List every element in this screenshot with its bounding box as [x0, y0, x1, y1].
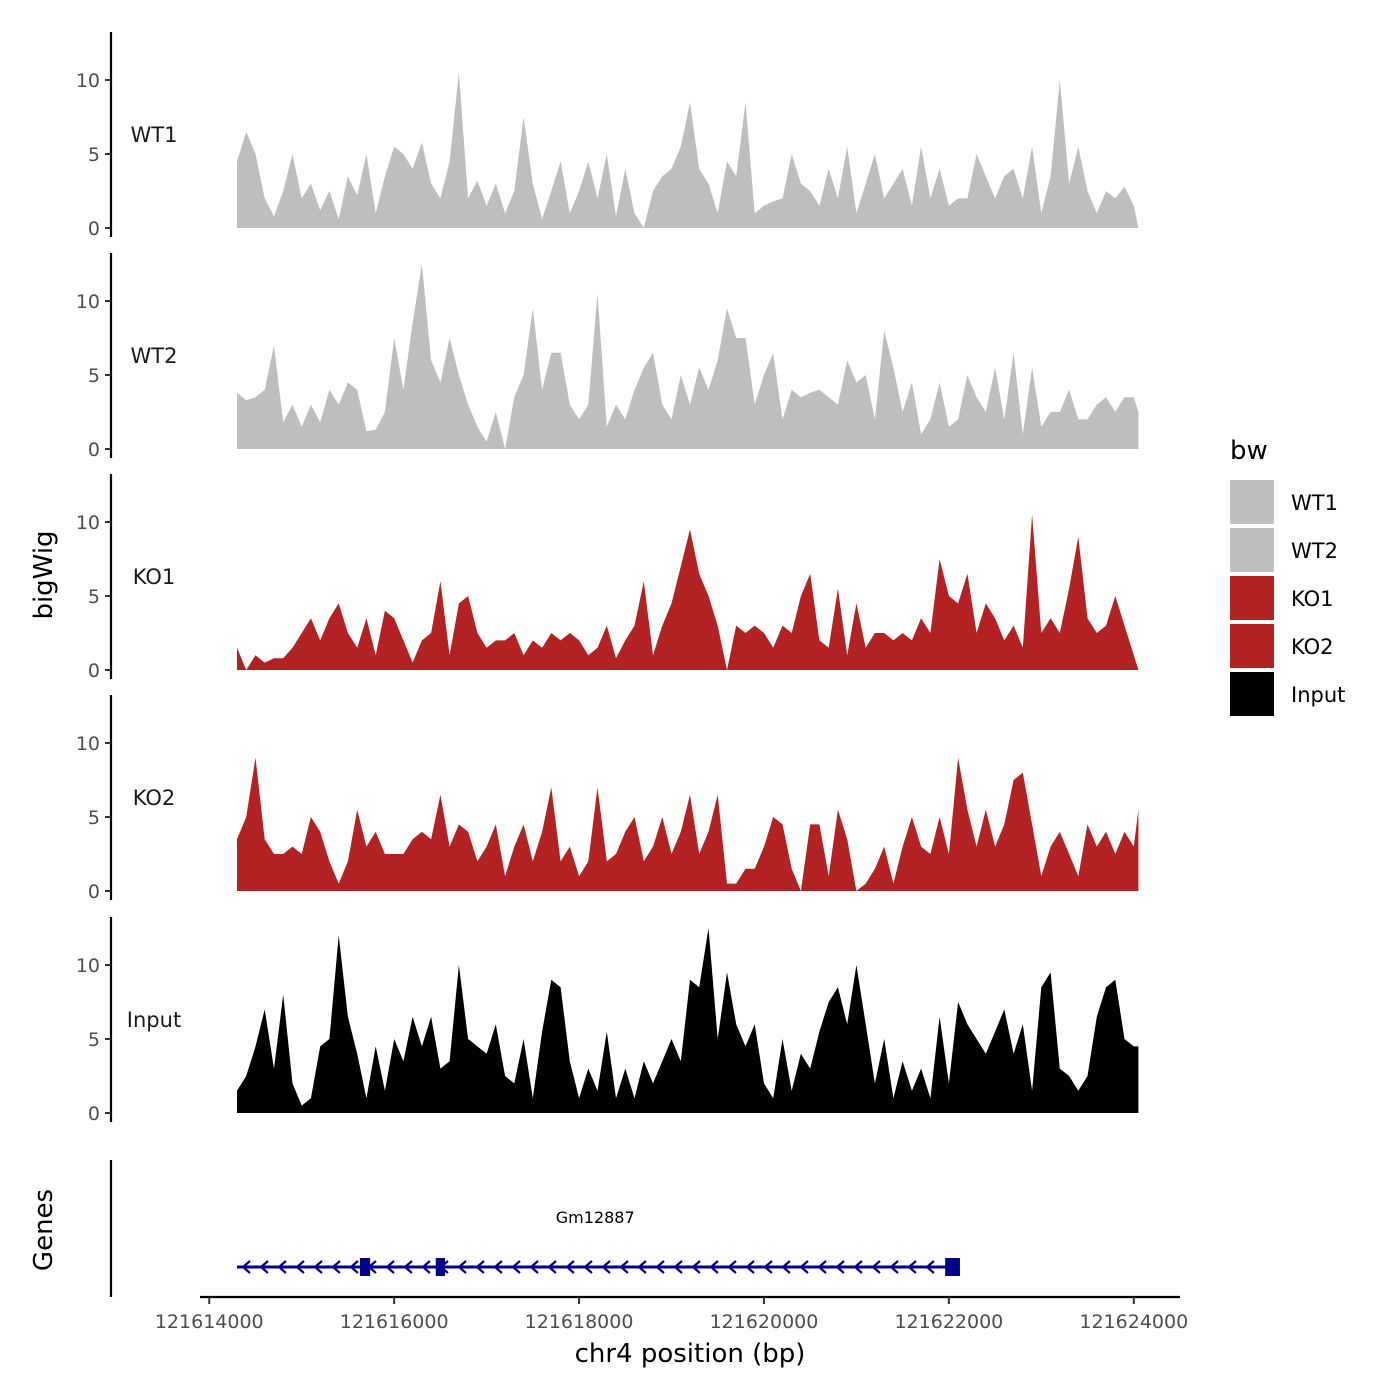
gene-gm12887: Gm12887: [236, 1208, 960, 1276]
y-tick-label: 0: [88, 1103, 100, 1125]
y-tick-label: 0: [88, 218, 100, 240]
strand-arrow: [403, 1260, 413, 1274]
y-tick-label: 10: [76, 955, 100, 977]
track-ko1: 0 5 10 KO1: [76, 474, 1139, 682]
strand-arrow: [763, 1260, 773, 1274]
strand-arrow: [817, 1260, 827, 1274]
x-tick-label: 121616000: [340, 1311, 449, 1333]
legend-key-wt2: [1230, 528, 1274, 572]
genes-track: Genes Gm12887: [29, 1160, 960, 1297]
strand-arrow: [889, 1260, 899, 1274]
exon: [359, 1258, 371, 1276]
strand-arrow: [673, 1260, 683, 1274]
y-tick-label: 10: [76, 70, 100, 92]
strand-arrow: [349, 1260, 359, 1274]
legend-key-wt1: [1230, 480, 1274, 524]
strand-arrow: [619, 1260, 629, 1274]
legend-label-ko2: KO2: [1291, 635, 1334, 659]
strand-arrow: [637, 1260, 647, 1274]
strand-arrow: [691, 1260, 701, 1274]
strand-arrow: [745, 1260, 755, 1274]
y-tick-label: 10: [76, 291, 100, 313]
strand-arrow: [475, 1260, 485, 1274]
strand-arrow: [601, 1260, 611, 1274]
y-tick-label: 5: [88, 1029, 100, 1051]
strand-arrow: [457, 1260, 467, 1274]
y-tick-label: 10: [76, 512, 100, 534]
strand-arrow: [781, 1260, 791, 1274]
exon: [945, 1258, 960, 1276]
y-tick-label: 10: [76, 733, 100, 755]
x-tick-label: 121620000: [710, 1311, 819, 1333]
y-tick-label: 0: [88, 660, 100, 682]
area-wt2: [237, 264, 1139, 449]
track-label: Input: [127, 1008, 181, 1032]
strand-arrow: [907, 1260, 917, 1274]
strand-arrow: [385, 1260, 395, 1274]
track-input: 0 5 10 Input: [76, 917, 1139, 1125]
y-tick-label: 5: [88, 365, 100, 387]
y-tick-label: 5: [88, 144, 100, 166]
x-axis: 121614000 121616000 121618000 121620000 1216…: [155, 1295, 1188, 1333]
track-ko2: 0 5 10 KO2: [76, 695, 1139, 903]
strand-arrow: [799, 1260, 809, 1274]
strand-arrow: [565, 1260, 575, 1274]
strand-arrow: [655, 1260, 665, 1274]
x-axis-title: chr4 position (bp): [575, 1339, 806, 1369]
strand-arrow: [727, 1260, 737, 1274]
gene-label: Gm12887: [556, 1208, 635, 1227]
y-tick-label: 0: [88, 881, 100, 903]
strand-arrow: [511, 1260, 521, 1274]
x-tick-label: 121618000: [525, 1311, 634, 1333]
strand-arrow: [277, 1260, 287, 1274]
track-label: KO1: [133, 565, 176, 589]
strand-arrow: [313, 1260, 323, 1274]
y-tick-label: 5: [88, 807, 100, 829]
area-ko1: [237, 514, 1139, 670]
track-label: WT2: [131, 344, 178, 368]
area-input: [237, 928, 1139, 1113]
strand-arrow: [493, 1260, 503, 1274]
track-wt2: 0 5 10 WT2: [76, 253, 1139, 461]
x-tick-label: 121614000: [155, 1311, 264, 1333]
track-label: KO2: [133, 786, 176, 810]
strand-arrow: [925, 1260, 935, 1274]
legend-key-ko1: [1230, 576, 1274, 620]
x-tick-label: 121622000: [894, 1311, 1003, 1333]
exon: [435, 1258, 445, 1276]
y-tick-label: 5: [88, 586, 100, 608]
tracks-group: 0 5 10 WT1 0 5 10 WT2 0 5 10 KO1 0 5 10 KO2 0 5 10 Input: [76, 32, 1139, 1125]
strand-arrow: [529, 1260, 539, 1274]
strand-arrow: [241, 1260, 251, 1274]
x-tick-label: 121624000: [1079, 1311, 1188, 1333]
strand-arrow: [871, 1260, 881, 1274]
legend-key-ko2: [1230, 624, 1274, 668]
strand-arrow: [835, 1260, 845, 1274]
legend-title: bw: [1230, 436, 1268, 466]
strand-arrow: [583, 1260, 593, 1274]
strand-arrow: [295, 1260, 305, 1274]
strand-arrow: [547, 1260, 557, 1274]
strand-arrow: [259, 1260, 269, 1274]
strand-arrow: [421, 1260, 431, 1274]
y-tick-label: 0: [88, 439, 100, 461]
track-label: WT1: [131, 123, 178, 147]
area-wt1: [237, 72, 1139, 228]
legend-label-wt2: WT2: [1291, 539, 1338, 563]
legend-label-input: Input: [1291, 683, 1345, 707]
strand-arrow: [331, 1260, 341, 1274]
y-axis-title: bigWig: [29, 530, 59, 619]
strand-arrow: [709, 1260, 719, 1274]
track-wt1: 0 5 10 WT1: [76, 32, 1139, 240]
genes-axis-title: Genes: [29, 1189, 59, 1271]
legend-label-ko1: KO1: [1291, 587, 1334, 611]
legend: bw WT1 WT2 KO1 KO2 Input: [1230, 436, 1345, 716]
strand-arrow: [853, 1260, 863, 1274]
legend-label-wt1: WT1: [1291, 491, 1338, 515]
legend-key-input: [1230, 672, 1274, 716]
area-ko2: [237, 757, 1139, 891]
